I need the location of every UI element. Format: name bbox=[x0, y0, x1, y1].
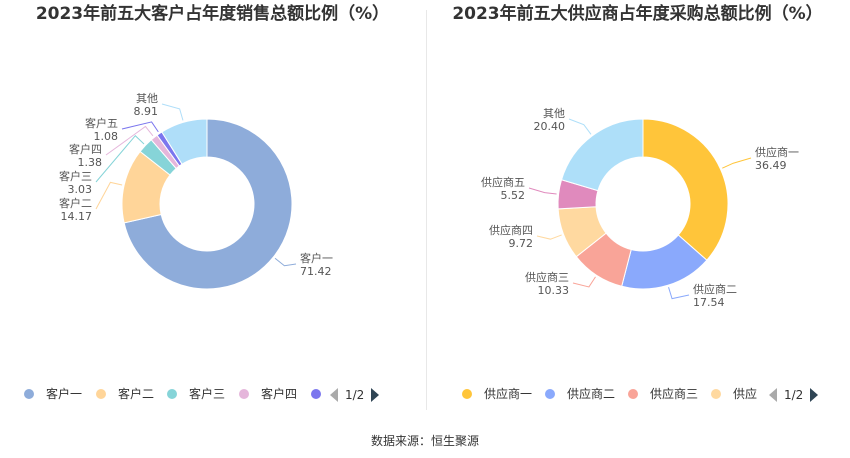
legend-page-indicator: 1/2 bbox=[784, 387, 804, 402]
legend-item-supplier-4[interactable]: 供应 bbox=[711, 384, 763, 404]
donut-slice[interactable] bbox=[123, 118, 293, 290]
legend-item-supplier-2[interactable]: 供应商二 bbox=[545, 384, 615, 404]
slice-value-label: 71.42 bbox=[300, 265, 332, 278]
label-leader-line bbox=[528, 187, 557, 195]
legend-pager: 1/2 bbox=[330, 384, 380, 404]
donut-slice[interactable] bbox=[161, 118, 208, 165]
label-leader-line bbox=[568, 118, 592, 135]
legend-item-customer-5-partial[interactable] bbox=[311, 389, 321, 399]
label-leader-line bbox=[161, 103, 184, 121]
slice-label: 客户三 bbox=[59, 169, 92, 183]
legend-marker bbox=[628, 388, 638, 399]
legend-label: 供应商三 bbox=[650, 387, 699, 401]
slice-label: 其他 bbox=[543, 107, 565, 120]
donut-slice[interactable] bbox=[560, 118, 644, 192]
slice-label: 供应商四 bbox=[489, 223, 533, 237]
legend-marker bbox=[711, 388, 721, 399]
legend-marker bbox=[96, 388, 106, 399]
label-leader-line bbox=[95, 181, 123, 210]
slice-value-label: 14.17 bbox=[61, 210, 93, 223]
next-page-icon[interactable] bbox=[371, 387, 380, 402]
slice-label: 其他 bbox=[136, 92, 158, 105]
slice-label: 供应商五 bbox=[481, 175, 525, 189]
supplier-chart-panel: 2023年前五大供应商占年度采购总额比例（%） 供应商一 36.49 供应商二 17.… bbox=[425, 0, 850, 420]
panel-divider bbox=[426, 10, 427, 410]
slice-value-label: 36.49 bbox=[755, 159, 787, 172]
label-leader-line bbox=[722, 157, 752, 169]
slice-value-label: 5.52 bbox=[501, 189, 526, 202]
legend-marker bbox=[545, 388, 555, 399]
slice-label: 供应商一 bbox=[755, 145, 799, 159]
legend-item-customer-2[interactable]: 客户二 bbox=[96, 384, 154, 404]
slice-label: 供应商三 bbox=[525, 270, 569, 284]
legend-marker bbox=[462, 388, 472, 399]
customer-chart-panel: 2023年前五大客户占年度销售总额比例（%） 客户一 71.42 客户二 14.17 客… bbox=[0, 0, 425, 420]
slice-value-label: 1.08 bbox=[94, 130, 119, 143]
legend-page-indicator: 1/2 bbox=[345, 387, 365, 402]
slice-value-label: 20.40 bbox=[534, 120, 566, 133]
slice-value-label: 10.33 bbox=[538, 284, 570, 297]
slice-value-label: 1.38 bbox=[78, 156, 103, 169]
label-leader-line bbox=[572, 276, 596, 288]
legend-label: 供应商一 bbox=[484, 387, 533, 401]
legend-item-supplier-3[interactable]: 供应商三 bbox=[628, 384, 698, 404]
customer-legend: 客户一 客户二 客户三 客户四 1/2 bbox=[0, 384, 425, 404]
label-leader-line bbox=[95, 134, 145, 183]
slice-label: 客户四 bbox=[69, 142, 102, 156]
label-leader-line bbox=[668, 287, 690, 300]
legend-label: 客户一 bbox=[46, 387, 83, 401]
donut-slice[interactable] bbox=[642, 118, 729, 261]
legend-item-customer-1[interactable]: 客户一 bbox=[24, 384, 82, 404]
legend-marker bbox=[24, 388, 34, 399]
next-page-icon[interactable] bbox=[810, 387, 819, 402]
legend-label: 客户三 bbox=[189, 387, 226, 401]
label-leader-line bbox=[121, 121, 159, 133]
customer-chart-title: 2023年前五大客户占年度销售总额比例（%） bbox=[35, 4, 390, 24]
slice-value-label: 3.03 bbox=[68, 183, 93, 196]
slice-value-label: 8.91 bbox=[134, 105, 159, 118]
slice-label: 供应商二 bbox=[693, 282, 737, 296]
supplier-chart-title: 2023年前五大供应商占年度采购总额比例（%） bbox=[452, 4, 823, 24]
slice-value-label: 17.54 bbox=[693, 296, 725, 309]
legend-label: 客户四 bbox=[261, 387, 298, 401]
legend-label: 供应商二 bbox=[567, 387, 616, 401]
label-leader-line bbox=[105, 125, 154, 156]
slice-label: 客户五 bbox=[85, 116, 118, 130]
legend-item-supplier-1[interactable]: 供应商一 bbox=[462, 384, 532, 404]
legend-pager: 1/2 bbox=[769, 384, 819, 404]
prev-page-icon[interactable] bbox=[769, 387, 777, 402]
slice-value-label: 9.72 bbox=[509, 237, 534, 250]
legend-label: 供应 bbox=[733, 387, 758, 401]
legend-marker bbox=[239, 388, 249, 399]
slice-label: 客户一 bbox=[300, 251, 333, 265]
data-source-note: 数据来源：恒生聚源 bbox=[370, 434, 479, 448]
legend-item-customer-3[interactable]: 客户三 bbox=[167, 384, 225, 404]
legend-marker bbox=[167, 388, 177, 399]
supplier-legend: 供应商一 供应商二 供应商三 供应 1/2 bbox=[425, 384, 850, 404]
label-leader-line bbox=[536, 234, 562, 240]
legend-item-customer-4[interactable]: 客户四 bbox=[239, 384, 297, 404]
label-leader-line bbox=[274, 257, 297, 267]
slice-label: 客户二 bbox=[59, 196, 92, 210]
prev-page-icon[interactable] bbox=[330, 387, 338, 402]
legend-label: 客户二 bbox=[118, 387, 155, 401]
